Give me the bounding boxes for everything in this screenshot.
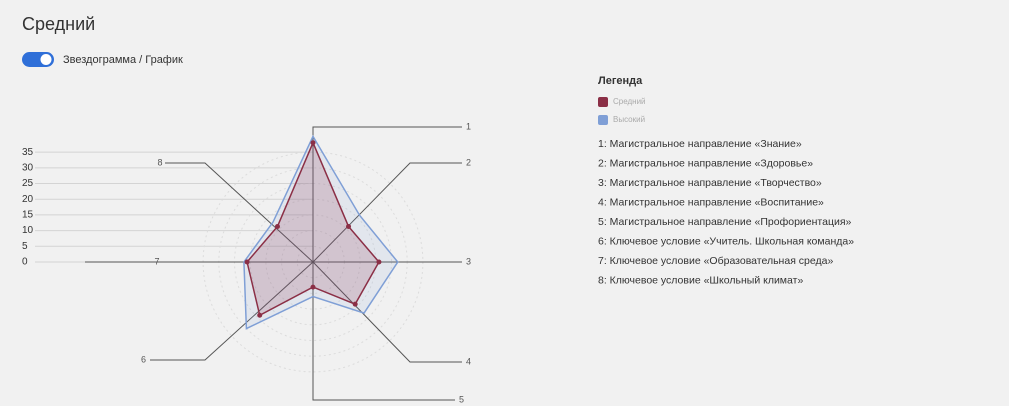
r-tick-label: 20	[22, 194, 34, 205]
legend-swatch	[598, 97, 608, 107]
axis-label: 1	[466, 121, 471, 131]
radar-point	[376, 259, 382, 265]
radar-point	[310, 284, 316, 290]
legend-description: 1: Магистральное направление «Знание»	[598, 138, 802, 150]
legend-description: 6: Ключевое условие «Учитель. Школьная к…	[598, 235, 854, 247]
radar-point	[257, 312, 263, 318]
axis-label: 7	[154, 256, 159, 266]
r-tick-label: 35	[22, 147, 34, 158]
axis-line	[165, 162, 314, 263]
axis-label: 2	[466, 157, 471, 167]
r-tick-label: 25	[22, 178, 34, 189]
radar-point	[310, 140, 316, 146]
legend-description: 3: Магистральное направление «Творчество…	[598, 177, 822, 189]
legend-swatch	[598, 115, 608, 125]
axis-label: 8	[157, 157, 162, 167]
legend-title: Легенда	[598, 75, 643, 87]
r-tick-label: 0	[22, 257, 28, 268]
legend-description: 8: Ключевое условие «Школьный климат»	[598, 274, 803, 286]
radar-point	[274, 223, 280, 229]
legend-description: 7: Ключевое условие «Образовательная сре…	[598, 255, 833, 267]
axis-line	[150, 261, 314, 361]
axis-label: 3	[466, 256, 471, 266]
radar-point	[352, 301, 358, 307]
page-title: Средний	[22, 14, 95, 34]
toggle-knob	[40, 54, 52, 65]
toggle-label: Звездограмма / График	[63, 54, 183, 66]
r-tick-label: 5	[22, 241, 28, 252]
legend-description: 2: Магистральное направление «Здоровье»	[598, 157, 813, 169]
r-tick-label: 30	[22, 162, 34, 173]
radar-area	[243, 134, 399, 330]
r-tick-label: 10	[22, 225, 34, 236]
axis-line	[312, 162, 462, 263]
legend-label: Высокий	[613, 115, 645, 124]
axis-line	[312, 262, 455, 401]
axis-label: 4	[466, 356, 471, 366]
legend-description: 4: Магистральное направление «Воспитание…	[598, 196, 824, 208]
axis-line	[312, 126, 462, 262]
axis-line	[312, 261, 462, 363]
radar-point	[244, 259, 250, 265]
legend-description: 5: Магистральное направление «Профориент…	[598, 216, 852, 228]
radar-point	[346, 223, 352, 229]
r-tick-label: 15	[22, 210, 34, 221]
axis-label: 6	[141, 354, 146, 364]
legend-label: Средний	[613, 97, 646, 106]
axis-label: 5	[459, 394, 464, 404]
